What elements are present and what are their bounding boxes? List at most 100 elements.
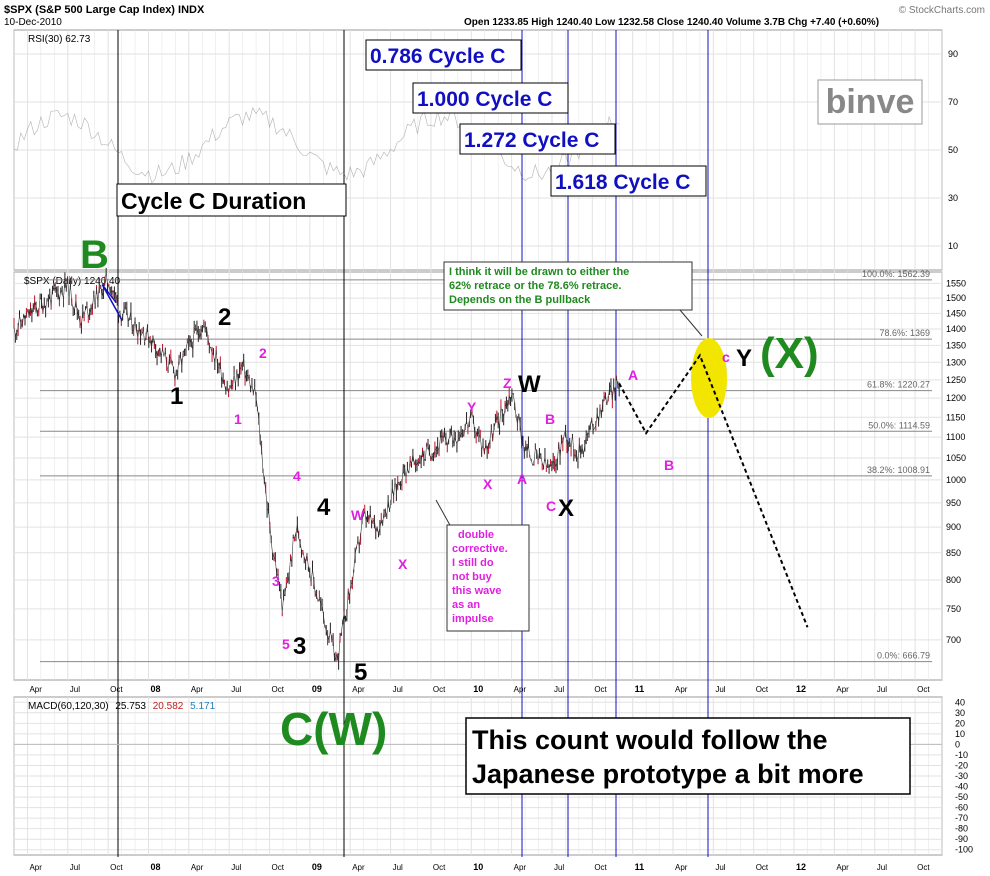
retrace-note-pointer — [679, 309, 703, 337]
x-axis-tick-label: Jul — [70, 685, 80, 694]
cycle-0786-frame — [365, 39, 522, 71]
price-tick-label: 700 — [946, 635, 961, 645]
cycle-c-duration-frame — [116, 183, 347, 217]
macd-tick-label: 10 — [955, 729, 965, 739]
cycle-0786-box: 0.786 Cycle C — [365, 39, 522, 71]
axis-layer: Apr Apr Jul Jul Oct Oct 08 08 Apr Apr Jul Jul Oct Oct… — [29, 49, 973, 872]
wave-label-W-black: W — [518, 371, 541, 398]
price-tick-label: 1200 — [946, 393, 966, 403]
subwave-label-B-1: B — [545, 411, 555, 427]
x-axis-tick-label: Jul — [393, 863, 403, 872]
x-axis-tick-label: Oct — [110, 685, 123, 694]
subwave-label-c-2: c — [722, 349, 730, 365]
subwave-label-B-2: B — [664, 457, 674, 473]
retrace-note-line-2: 62% retrace or the 78.6% retrace. — [449, 280, 621, 292]
x-axis-tick-label: Jul — [231, 863, 241, 872]
price-tick-label: 1350 — [946, 340, 966, 350]
subwave-label-2: 2 — [259, 345, 267, 361]
rsi-tick-label: 70 — [948, 97, 958, 107]
x-axis-tick-label: Jul — [231, 685, 241, 694]
macd-legend-value-2: 20.582 — [153, 701, 184, 712]
rsi-line — [13, 107, 620, 184]
price-tick-label: 900 — [946, 522, 961, 532]
macd-tick-label: -50 — [955, 792, 968, 802]
price-tick-label: 1250 — [946, 375, 966, 385]
macd-legend-name: MACD(60,120,30) — [28, 701, 109, 712]
subwave-label-X-1: X — [398, 556, 408, 572]
rsi-legend: RSI(30) 62.73 — [28, 34, 91, 45]
fib-level-label: 38.2%: 1008.91 — [867, 465, 930, 475]
wave-label-1: 1 — [170, 383, 183, 410]
corrective-note-line-4: not buy — [452, 571, 493, 583]
wave-label-X-black: X — [558, 495, 574, 522]
macd-tick-label: -60 — [955, 803, 968, 813]
price-legend: $SPX (Daily) 1240.40 — [24, 276, 121, 287]
macd-tick-label: -100 — [955, 845, 973, 855]
cycle-1000-label: 1.000 Cycle C — [417, 88, 552, 111]
japanese-note-frame — [465, 717, 911, 795]
corrective-note-line-6: as an — [452, 599, 480, 611]
x-axis-tick-label: Jul — [554, 685, 564, 694]
x-axis-tick-label: 10 — [473, 862, 483, 872]
binve-label: binve — [826, 83, 915, 121]
x-axis-tick-label: Jul — [877, 685, 887, 694]
fib-level-label: 61.8%: 1220.27 — [867, 380, 930, 390]
x-axis-tick-label: Jul — [715, 685, 725, 694]
cycle-1272-frame — [459, 123, 616, 155]
rsi-tick-label: 50 — [948, 145, 958, 155]
cycle-1272-box: 1.272 Cycle C — [459, 123, 616, 155]
wave-labels: B C(W) (X) 1 2 3 4 5 W X Y 1 2 3 4 5 W X… — [80, 233, 819, 755]
projection-path — [618, 353, 809, 628]
x-axis-tick-label: 10 — [473, 684, 483, 694]
price-tick-label: 1300 — [946, 357, 966, 367]
wave-label-Y-black: Y — [736, 345, 752, 372]
fib-level-label: 78.6%: 1369 — [879, 328, 930, 338]
corrective-note-line-1: double — [458, 529, 494, 541]
quote-line: Open 1233.85 High 1240.40 Low 1232.58 Cl… — [464, 17, 879, 28]
x-axis-tick-label: Apr — [191, 685, 204, 694]
subwave-label-5: 5 — [282, 636, 290, 652]
wave-label-3: 3 — [293, 633, 306, 660]
price-tick-label: 800 — [946, 575, 961, 585]
x-axis-tick-label: Apr — [29, 685, 42, 694]
x-axis-tick-label: Apr — [514, 863, 527, 872]
japanese-note: This count would follow the Japanese pro… — [465, 717, 911, 795]
subwave-label-C-1: C — [546, 498, 556, 514]
price-tick-label: 1400 — [946, 324, 966, 334]
price-tick-label: 1500 — [946, 293, 966, 303]
x-axis-tick-label: 09 — [312, 862, 322, 872]
retrace-note: I think it will be drawn to either the 6… — [443, 261, 703, 337]
macd-legend: MACD(60,120,30) 25.753 20.582 5.171 — [28, 701, 216, 712]
retrace-note-line-1: I think it will be drawn to either the — [449, 266, 629, 278]
price-line — [13, 272, 620, 662]
subwave-label-A-2: A — [628, 367, 638, 383]
x-axis-tick-label: Apr — [675, 685, 688, 694]
x-axis-tick-label: Jul — [715, 863, 725, 872]
subwave-label-Y: Y — [467, 399, 477, 415]
rsi-tick-label: 90 — [948, 49, 958, 59]
x-axis-tick-label: 08 — [150, 684, 160, 694]
price-tick-label: 1450 — [946, 308, 966, 318]
binve-frame — [817, 79, 923, 125]
corrective-note-frame — [446, 524, 530, 632]
macd-tick-label: -30 — [955, 771, 968, 781]
corrective-note-line-7: impulse — [452, 613, 494, 625]
x-axis-tick-label: Apr — [191, 863, 204, 872]
rsi-tick-label: 30 — [948, 193, 958, 203]
subwave-label-W: W — [351, 507, 365, 523]
price-tick-label: 1050 — [946, 453, 966, 463]
price-tick-label: 1150 — [946, 412, 965, 422]
x-axis-tick-label: Oct — [433, 863, 446, 872]
macd-tick-label: 0 — [955, 739, 960, 749]
x-axis-tick-label: Apr — [675, 863, 688, 872]
subwave-label-1: 1 — [234, 411, 242, 427]
cycle-1000-frame — [412, 82, 569, 114]
retrace-note-line-3: Depends on the B pullback — [449, 294, 591, 306]
fib-level-label: 100.0%: 1562.39 — [862, 269, 930, 279]
macd-tick-label: -10 — [955, 750, 968, 760]
price-tick-label: 1000 — [946, 475, 966, 485]
x-axis-tick-label: Jul — [877, 863, 887, 872]
x-axis-tick-label: Jul — [70, 863, 80, 872]
macd-tick-label: -80 — [955, 824, 968, 834]
